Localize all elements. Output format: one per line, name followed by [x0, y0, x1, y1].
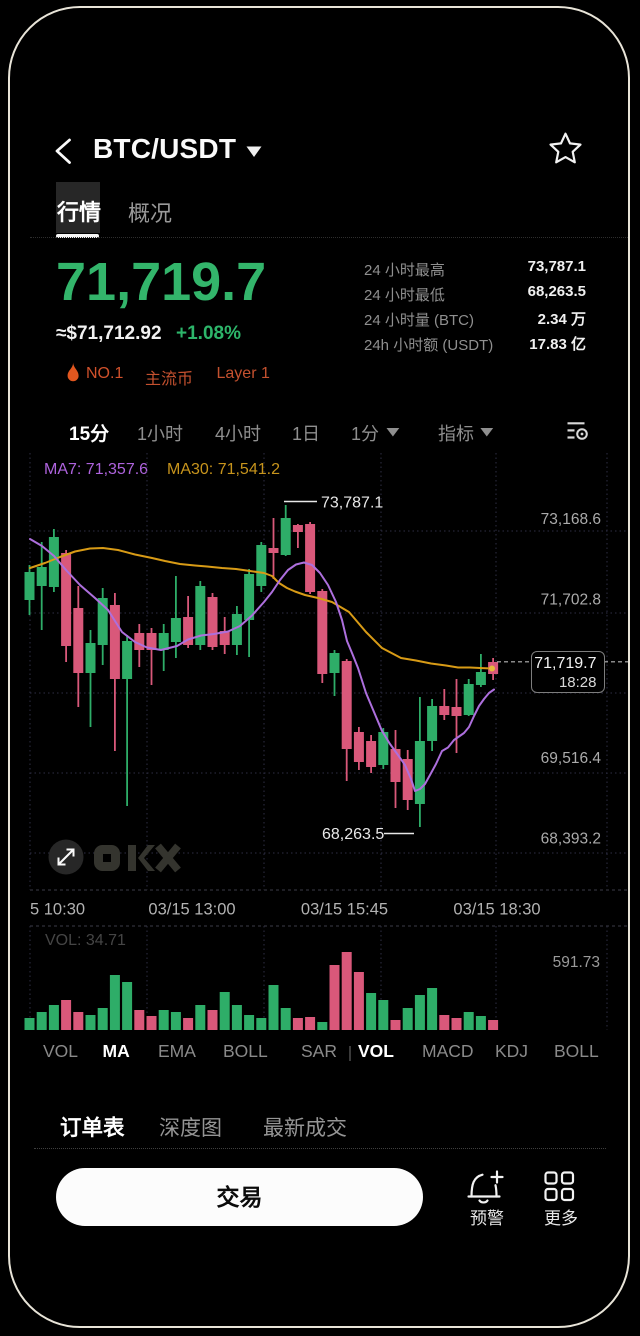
svg-text:69,516.4: 69,516.4: [541, 750, 602, 767]
svg-text:73,168.6: 73,168.6: [541, 511, 601, 528]
svg-text:03/15 15:45: 03/15 15:45: [301, 901, 388, 919]
svg-text:73,787.1: 73,787.1: [321, 495, 383, 512]
svg-text:VOL: 34.71: VOL: 34.71: [45, 932, 126, 949]
svg-text:5 10:30: 5 10:30: [30, 901, 85, 919]
svg-text:03/15 13:00: 03/15 13:00: [148, 901, 235, 919]
svg-text:68,393.2: 68,393.2: [541, 831, 601, 848]
svg-text:03/15 18:30: 03/15 18:30: [453, 901, 540, 919]
svg-text:68,263.5: 68,263.5: [322, 826, 384, 843]
svg-text:591.73: 591.73: [553, 954, 600, 971]
svg-text:71,702.8: 71,702.8: [541, 592, 601, 609]
